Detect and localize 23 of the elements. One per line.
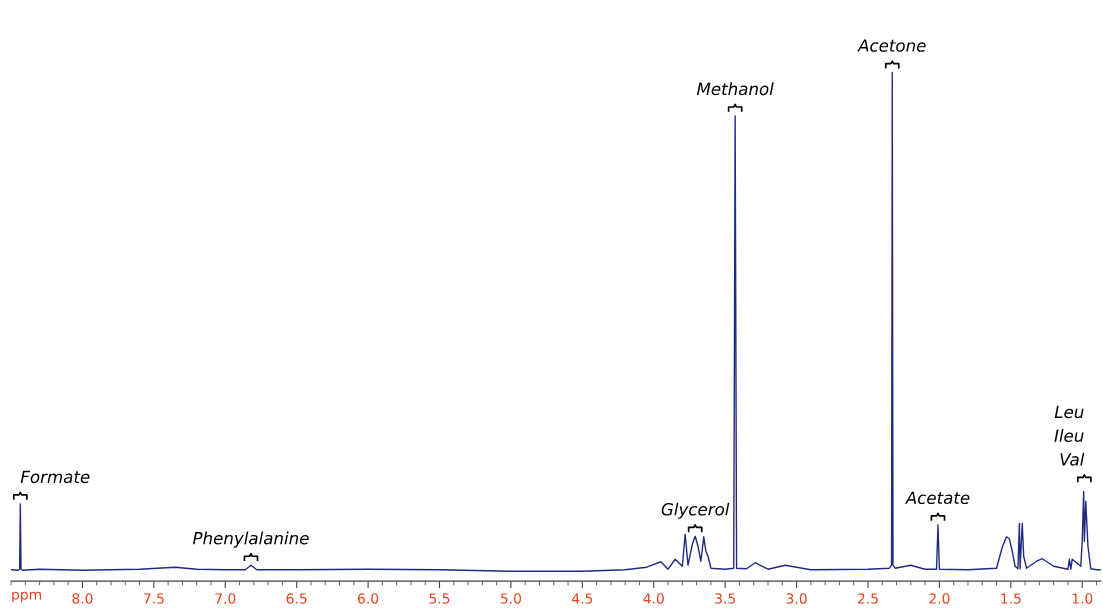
x-tick-label: 7.5	[143, 593, 164, 604]
annotation: Leu Ileu Val	[1054, 405, 1085, 466]
x-tick-label: 2.0	[929, 593, 950, 604]
annotation: Methanol	[696, 82, 774, 96]
annotation: Acetate	[904, 491, 970, 505]
x-tick-label: 3.5	[715, 593, 735, 604]
x-tick-label: 5.5	[429, 593, 450, 604]
x-tick-label: 6.5	[286, 593, 307, 604]
x-tick-label: 3.0	[786, 593, 807, 604]
x-tick-label: 7.0	[215, 593, 236, 604]
x-tick-label: 2.5	[857, 593, 878, 604]
annotation: Acetone	[857, 39, 926, 52]
x-tick-label: 5.0	[500, 593, 522, 604]
x-axis-title: ppm	[12, 591, 42, 603]
x-tick-label: 1.5	[1001, 593, 1021, 604]
x-tick-label: 1.0	[1072, 593, 1093, 604]
annotation: Glycerol	[661, 502, 730, 519]
x-tick-label: 4.0	[643, 593, 664, 604]
x-tick-label: 6.0	[358, 593, 379, 604]
annotation: Phenylalanine	[192, 531, 309, 548]
x-tick-label: 8.0	[72, 593, 93, 604]
annotation: Formate	[20, 470, 90, 484]
x-tick-label: 4.5	[571, 593, 593, 604]
